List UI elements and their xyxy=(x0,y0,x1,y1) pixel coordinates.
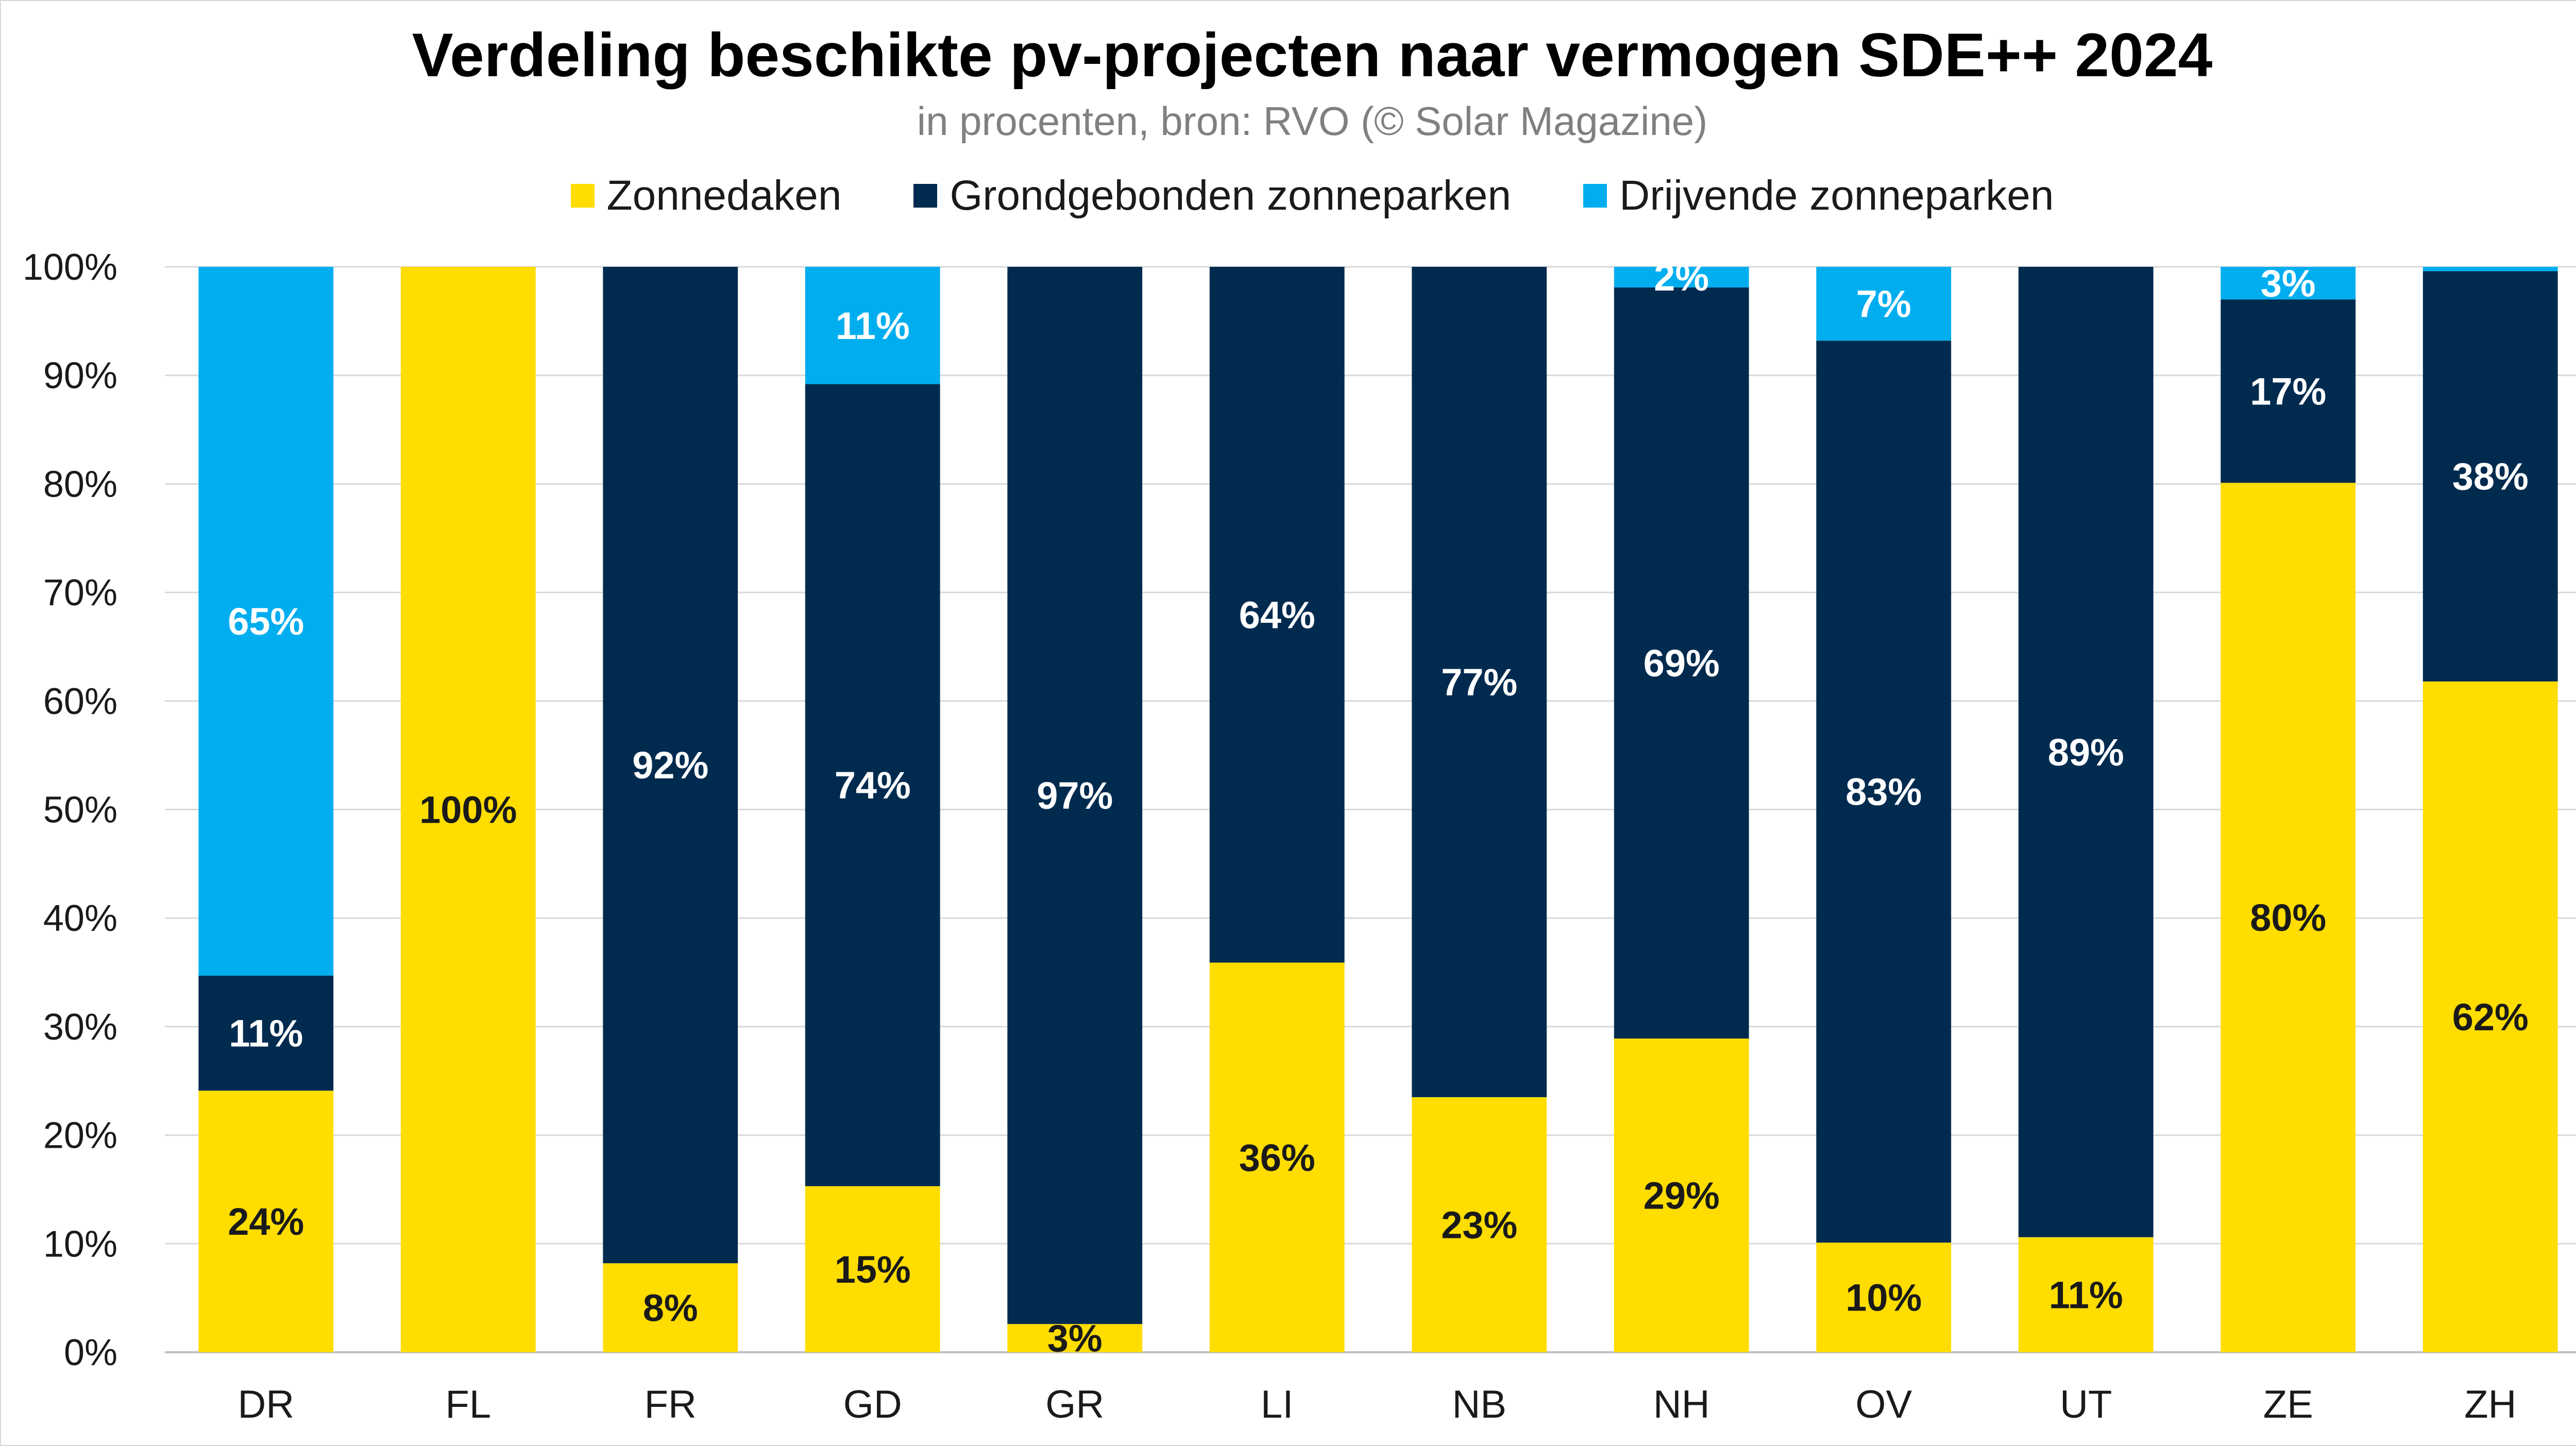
grid-layer xyxy=(165,266,2576,1353)
chart-subtitle: in procenten, bron: RVO (© Solar Magazin… xyxy=(917,98,1708,144)
y-tick-label: 0% xyxy=(64,1332,117,1373)
data-label: 64% xyxy=(1239,593,1315,636)
data-label: 7% xyxy=(1856,283,1911,326)
bar-segment xyxy=(2221,483,2356,1353)
legend-swatch-grondgebonden xyxy=(913,184,938,208)
data-label: 8% xyxy=(643,1287,698,1330)
legend-label-drijvend: Drijvende zonneparken xyxy=(1619,172,2054,219)
data-label: 2% xyxy=(1654,256,1709,299)
legend-label-grondgebonden: Grondgebonden zonneparken xyxy=(950,172,1512,219)
y-tick-label: 20% xyxy=(43,1115,117,1156)
x-tick-label: GD xyxy=(843,1383,902,1426)
data-label: 15% xyxy=(835,1248,911,1291)
data-label: 100% xyxy=(419,789,517,831)
bar-segment xyxy=(1007,1324,1143,1352)
bar-segment xyxy=(805,267,940,384)
data-label: 3% xyxy=(1047,1317,1103,1360)
bar-segment xyxy=(400,267,536,1352)
data-label: 36% xyxy=(1239,1136,1315,1179)
bar-segment xyxy=(198,1091,334,1352)
data-label: 74% xyxy=(835,764,911,807)
y-tick-label: 50% xyxy=(43,790,117,831)
bar-segment xyxy=(198,267,334,976)
y-tick-label: 40% xyxy=(43,898,117,939)
data-label: 24% xyxy=(228,1200,304,1243)
bar-segment xyxy=(1614,287,1749,1039)
x-tick-label: ZH xyxy=(2464,1383,2516,1426)
bar-segment xyxy=(603,267,738,1264)
data-label: 23% xyxy=(1441,1203,1517,1246)
y-tick-label: 100% xyxy=(23,247,117,288)
bar-segment xyxy=(1209,267,1345,963)
y-tick-label: 80% xyxy=(43,464,117,505)
bar-segment xyxy=(1412,1097,1547,1352)
y-tick-label: 30% xyxy=(43,1007,117,1048)
bar-segment xyxy=(2018,1237,2154,1352)
x-tick-label: ZE xyxy=(2263,1383,2313,1426)
bar-segment xyxy=(1007,267,1143,1324)
legend-item-grondgebonden: Grondgebonden zonneparken xyxy=(913,172,1511,220)
data-label: 11% xyxy=(229,1012,303,1055)
x-tick-label: DR xyxy=(238,1383,294,1426)
bar-segment xyxy=(2422,267,2558,271)
data-label: 89% xyxy=(2048,731,2124,774)
x-tick-label: FL xyxy=(445,1383,491,1426)
data-label: 11% xyxy=(836,304,910,347)
data-label: 80% xyxy=(2250,896,2326,939)
chart-title: Verdeling beschikte pv-projecten naar ve… xyxy=(412,21,2213,90)
bar-segment xyxy=(2221,299,2356,483)
bar-segment xyxy=(1412,267,1547,1097)
x-tick-label: LI xyxy=(1261,1383,1293,1426)
x-tick-label: OV xyxy=(1855,1383,1912,1426)
legend-label-zonnedaken: Zonnedaken xyxy=(606,172,842,219)
x-tick-label: NB xyxy=(1452,1383,1506,1426)
legend-item-drijvend: Drijvende zonneparken xyxy=(1583,172,2054,220)
axis-layer: 0% 10% 20% 30% 40% 50% 60% 70% 80% 90% 100% DR FL FR G… xyxy=(23,247,2517,1426)
bar-segment xyxy=(2422,681,2558,1352)
bar-segment xyxy=(2422,271,2558,682)
data-label: 10% xyxy=(1845,1277,1922,1319)
y-tick-label: 10% xyxy=(43,1223,117,1265)
bar-segment xyxy=(1614,267,1749,288)
bar-segment xyxy=(1816,1243,1952,1352)
data-label: 29% xyxy=(1643,1175,1720,1217)
data-label: 11% xyxy=(2049,1273,2123,1316)
data-label: 62% xyxy=(2452,996,2529,1039)
x-tick-label: GR xyxy=(1045,1383,1104,1426)
data-label: 65% xyxy=(228,600,304,643)
bar-segment xyxy=(198,975,334,1091)
x-tick-label: NH xyxy=(1653,1383,1710,1426)
data-label: 3% xyxy=(2261,262,2316,305)
y-tick-label: 60% xyxy=(43,681,117,722)
y-tick-label: 90% xyxy=(43,355,117,397)
legend: Zonnedaken Grondgebonden zonneparken Dri… xyxy=(0,167,2576,224)
data-label: 92% xyxy=(632,744,708,787)
bar-layer xyxy=(198,267,2558,1353)
data-label: 83% xyxy=(1845,771,1922,813)
data-label: 38% xyxy=(2452,455,2529,498)
data-label: 69% xyxy=(1643,642,1720,685)
bar-segment xyxy=(1816,341,1952,1243)
y-tick-label: 70% xyxy=(43,572,117,614)
x-tick-label: FR xyxy=(645,1383,697,1426)
bar-segment xyxy=(805,384,940,1186)
bar-segment xyxy=(1614,1039,1749,1352)
x-tick-label: UT xyxy=(2060,1383,2112,1426)
bar-segment xyxy=(1816,267,1952,341)
bar-segment xyxy=(1209,962,1345,1352)
data-label: 97% xyxy=(1037,774,1113,817)
bar-segment xyxy=(603,1263,738,1352)
bar-segment xyxy=(2018,267,2154,1237)
bar-segment xyxy=(805,1186,940,1352)
bar-segment xyxy=(2221,267,2356,300)
data-label-layer: 24% 11% 65% 100% 8% 92% 15% 74% 11% 3% 97% 36% 64% 23… xyxy=(228,256,2529,1360)
data-label: 77% xyxy=(1441,661,1517,704)
data-label: 17% xyxy=(2250,370,2326,413)
legend-item-zonnedaken: Zonnedaken xyxy=(570,172,842,220)
legend-swatch-drijvend xyxy=(1583,184,1607,208)
legend-swatch-zonnedaken xyxy=(570,184,595,208)
